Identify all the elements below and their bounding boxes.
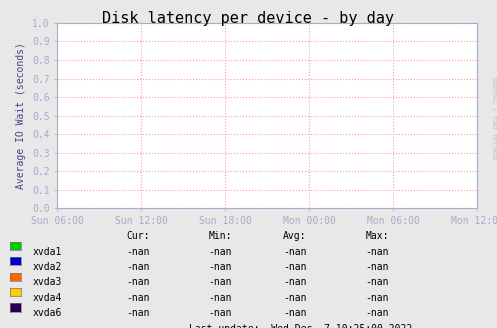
Text: Max:: Max: (365, 231, 389, 241)
Text: -nan: -nan (127, 262, 150, 272)
Text: xvda3: xvda3 (32, 277, 62, 287)
Text: -nan: -nan (209, 308, 232, 318)
Text: -nan: -nan (365, 262, 389, 272)
Text: xvda2: xvda2 (32, 262, 62, 272)
Text: -nan: -nan (209, 293, 232, 303)
Text: -nan: -nan (283, 277, 307, 287)
Text: -nan: -nan (209, 277, 232, 287)
Text: xvda6: xvda6 (32, 308, 62, 318)
Text: -nan: -nan (365, 247, 389, 256)
Text: -nan: -nan (209, 262, 232, 272)
Text: -nan: -nan (209, 247, 232, 256)
Text: Min:: Min: (209, 231, 232, 241)
Text: -nan: -nan (283, 293, 307, 303)
Text: -nan: -nan (127, 247, 150, 256)
Text: -nan: -nan (283, 262, 307, 272)
Text: xvda1: xvda1 (32, 247, 62, 256)
Text: -nan: -nan (365, 308, 389, 318)
Text: Avg:: Avg: (283, 231, 307, 241)
Text: Cur:: Cur: (127, 231, 150, 241)
Text: Last update:  Wed Dec  7 10:25:00 2022: Last update: Wed Dec 7 10:25:00 2022 (189, 324, 412, 328)
Text: -nan: -nan (127, 277, 150, 287)
Text: -nan: -nan (365, 277, 389, 287)
Text: RRDTOOL / TOBI OETIKER: RRDTOOL / TOBI OETIKER (491, 77, 496, 159)
Text: -nan: -nan (283, 308, 307, 318)
Text: Disk latency per device - by day: Disk latency per device - by day (102, 11, 395, 27)
Text: xvda4: xvda4 (32, 293, 62, 303)
Text: -nan: -nan (127, 293, 150, 303)
Text: -nan: -nan (127, 308, 150, 318)
Text: -nan: -nan (283, 247, 307, 256)
Text: -nan: -nan (365, 293, 389, 303)
Y-axis label: Average IO Wait (seconds): Average IO Wait (seconds) (16, 42, 26, 189)
